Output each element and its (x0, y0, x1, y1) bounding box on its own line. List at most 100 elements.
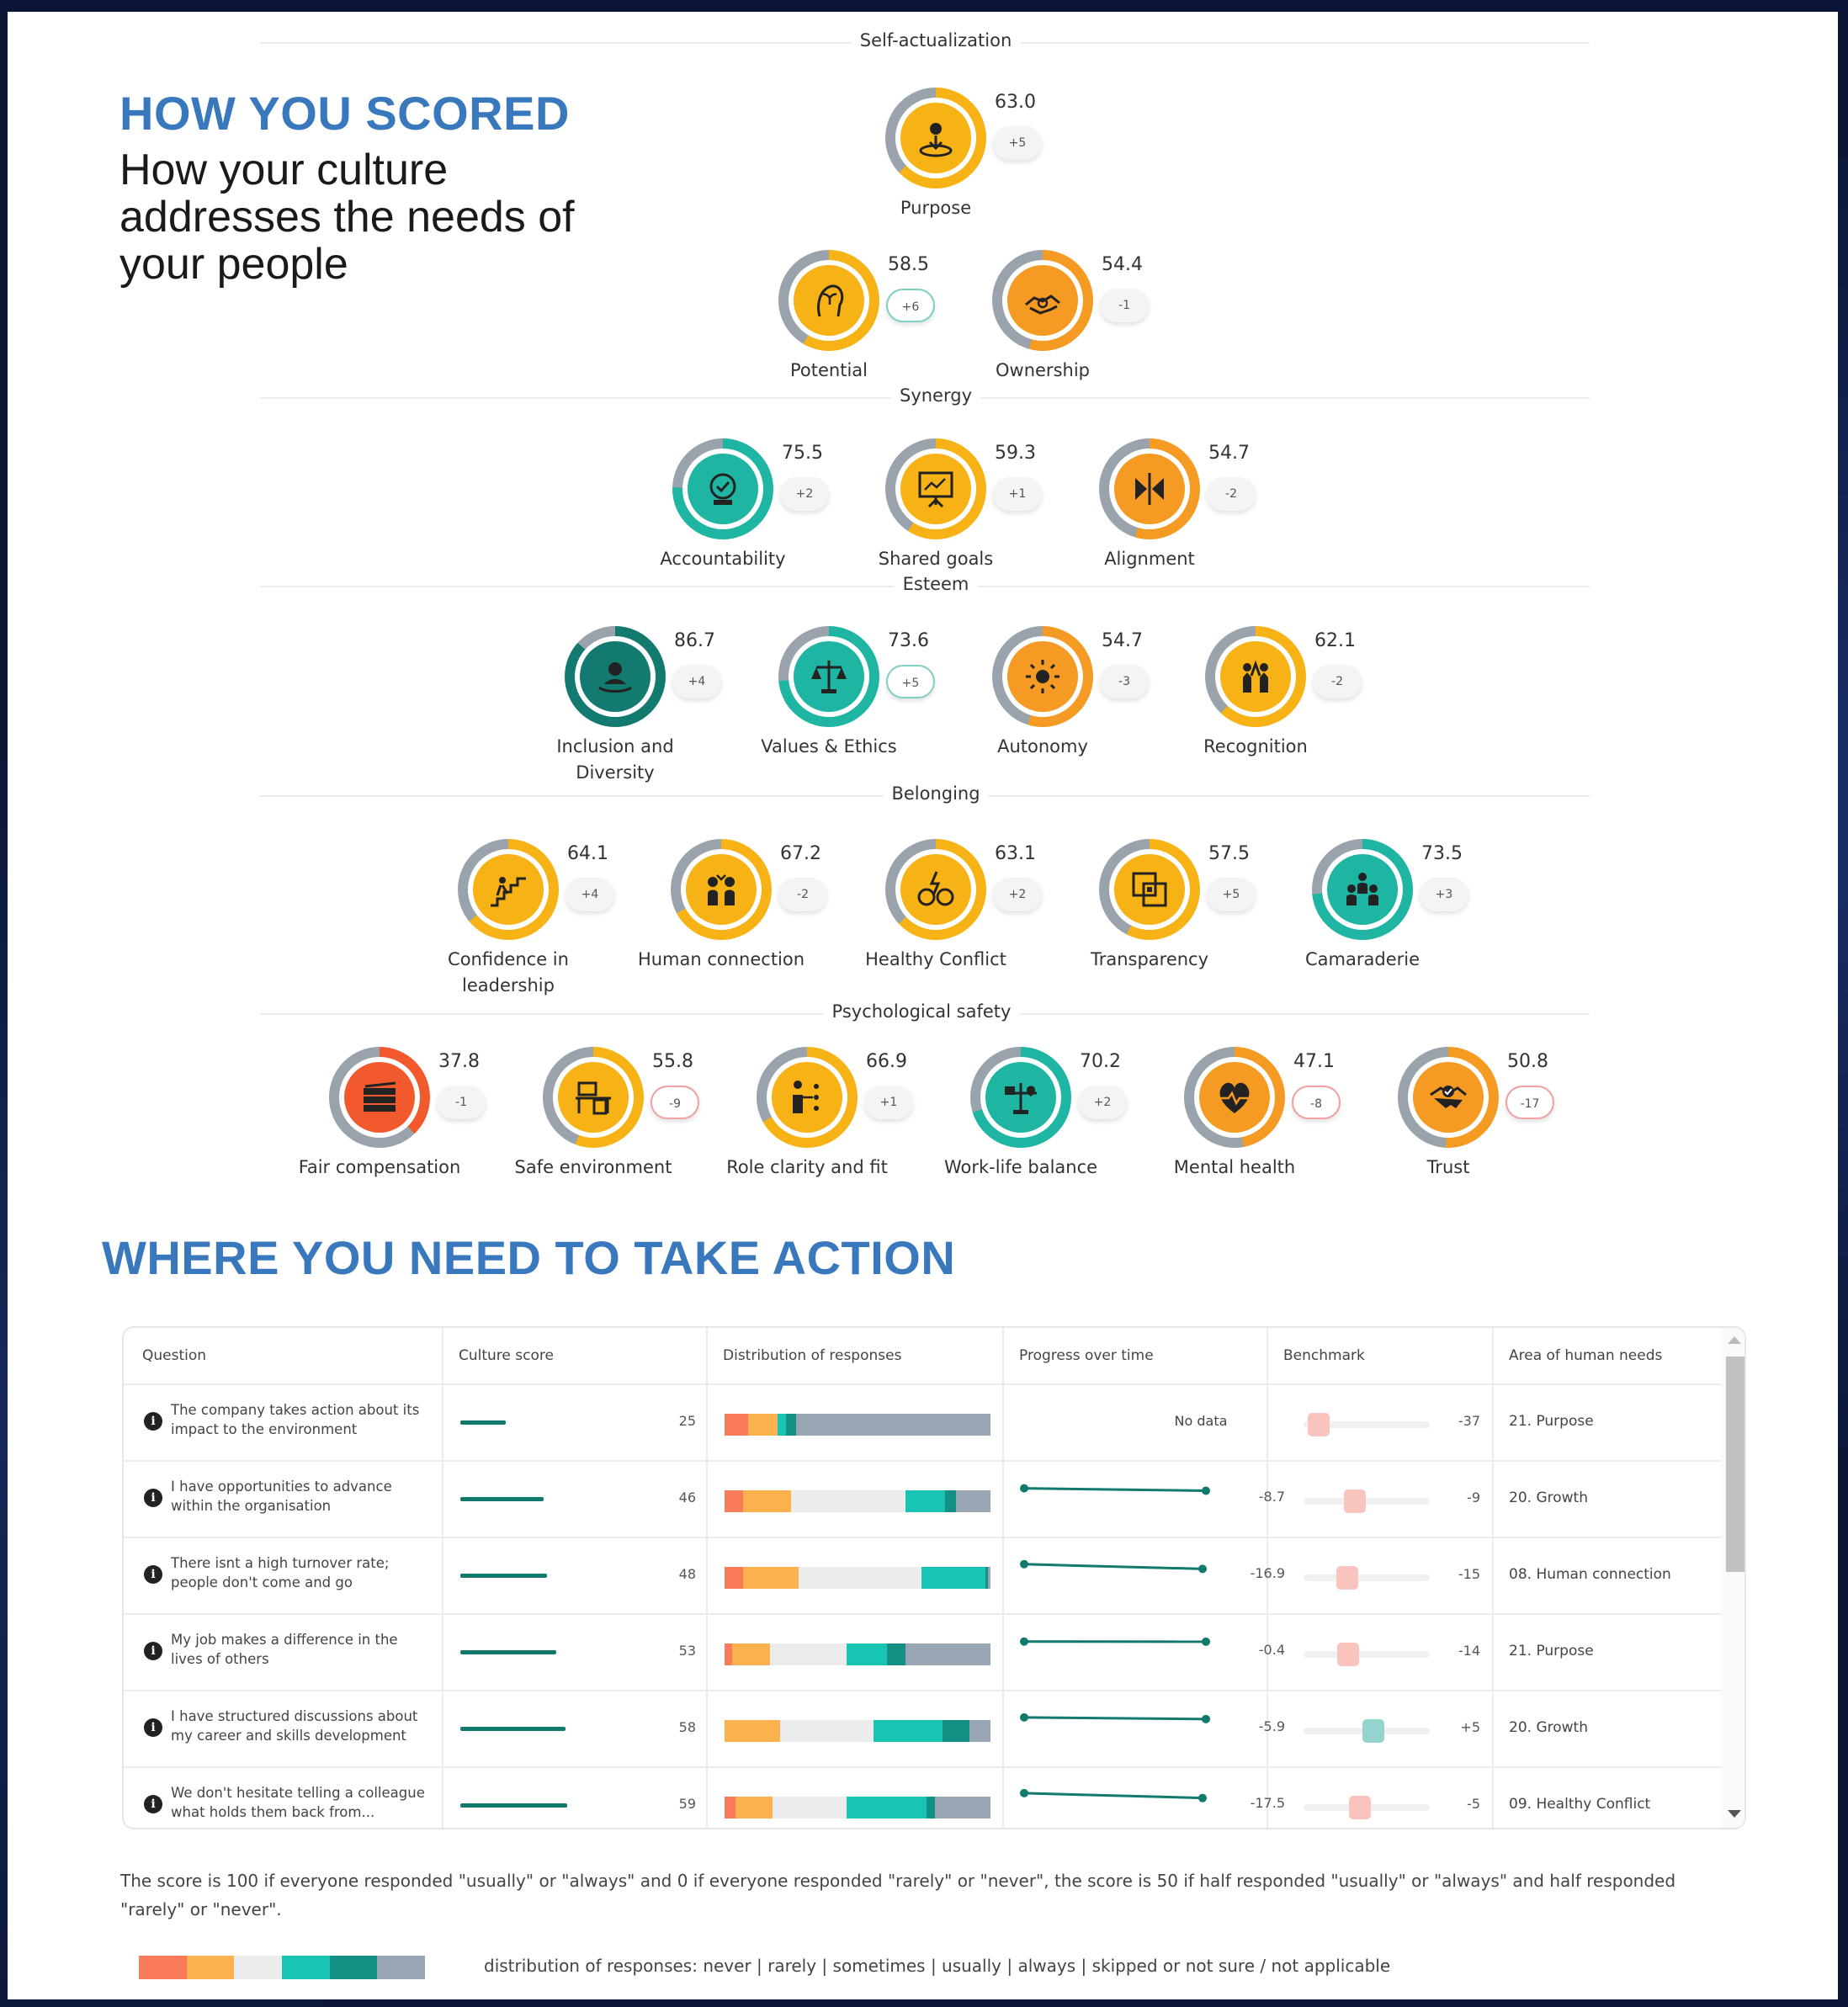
table-scrollbar[interactable] (1721, 1328, 1744, 1828)
distribution-segment (743, 1567, 799, 1589)
score-ring (1099, 438, 1200, 539)
info-icon[interactable]: i (144, 1718, 162, 1737)
info-icon[interactable]: i (144, 1412, 162, 1431)
benchmark-marker (1337, 1643, 1360, 1666)
row-divider (124, 1613, 1721, 1615)
question-text: My job makes a difference in the lives o… (171, 1632, 398, 1667)
score-ring (1398, 1047, 1499, 1148)
section-subtitle: How your culture addresses the needs of … (119, 146, 575, 289)
area-of-need: 21. Purpose (1509, 1413, 1594, 1430)
question-text: I have opportunities to advance within t… (171, 1479, 392, 1514)
score-ring (885, 88, 986, 188)
need-score: 62.1 (1314, 630, 1356, 651)
distribution-segment (847, 1643, 887, 1665)
info-icon[interactable]: i (144, 1565, 162, 1584)
table-row[interactable]: i I have structured discussions about my … (124, 1691, 1721, 1768)
area-of-need: 09. Healthy Conflict (1509, 1796, 1651, 1813)
safe-environment-icon (576, 1081, 611, 1115)
distribution-segment (905, 1643, 990, 1665)
ring-inner (767, 1057, 847, 1138)
culture-score-bar (460, 1574, 548, 1578)
column-header-question[interactable]: Question (142, 1347, 207, 1364)
distribution-segment (934, 1797, 990, 1819)
table-row[interactable]: i I have opportunities to advance within … (124, 1462, 1721, 1538)
score-ring (970, 1047, 1071, 1148)
distribution-segment (725, 1490, 744, 1512)
ring-inner (789, 260, 869, 341)
benchmark-marker (1336, 1566, 1358, 1590)
need-delta-badge: -8 (1292, 1086, 1341, 1119)
money-icon (364, 1081, 396, 1112)
conflict-icon (917, 871, 954, 906)
benchmark-marker (1349, 1796, 1372, 1819)
distribution-segment (732, 1643, 770, 1665)
need-delta-badge: +2 (780, 477, 829, 511)
need-label: Transparency (1090, 949, 1209, 969)
scroll-thumb[interactable] (1726, 1357, 1744, 1572)
ring-inner (1109, 849, 1190, 930)
score-ring (458, 839, 559, 940)
recognition-icon (1243, 660, 1268, 693)
need-disc (900, 103, 971, 173)
need-score: 67.2 (780, 843, 821, 864)
column-header-area[interactable]: Area of human needs (1509, 1347, 1663, 1364)
column-header-progress[interactable]: Progress over time (1019, 1347, 1154, 1364)
info-icon[interactable]: i (144, 1642, 162, 1660)
score-footnote: The score is 100 if everyone responded "… (120, 1871, 1676, 1919)
need-score: 54.4 (1102, 254, 1143, 275)
need-disc (900, 454, 971, 524)
need-score: 86.7 (674, 630, 715, 651)
distribution-bar (725, 1643, 990, 1665)
distribution-segment (725, 1567, 744, 1589)
need-label: Camaraderie (1305, 949, 1420, 969)
need-delta-badge: -17 (1505, 1086, 1554, 1119)
table-row[interactable]: i We don't hesitate telling a colleague w… (124, 1768, 1721, 1828)
question-text: There isnt a high turnover rate; people … (171, 1555, 390, 1590)
table-row[interactable]: i The company takes action about its impa… (124, 1385, 1721, 1462)
need-delta-badge: -2 (1207, 477, 1256, 511)
need-disc (1007, 641, 1078, 712)
progress-value: -0.4 (1258, 1642, 1285, 1658)
need-label: Autonomy (997, 736, 1088, 757)
need-label: Alignment (1104, 549, 1195, 569)
column-header-culture-score[interactable]: Culture score (459, 1347, 554, 1364)
need-label: Values & Ethics (761, 736, 897, 757)
distribution-segment (921, 1567, 985, 1589)
distribution-segment (847, 1797, 927, 1819)
potential-icon (817, 284, 844, 317)
need-score: 54.7 (1208, 443, 1250, 464)
row-divider (124, 1460, 1721, 1462)
legend-swatch (377, 1956, 426, 1979)
progress-value: -5.9 (1258, 1718, 1285, 1734)
scroll-down-arrow-icon[interactable] (1728, 1810, 1741, 1818)
distribution-segment (748, 1414, 778, 1436)
purpose-icon (919, 123, 953, 157)
legend-swatch (329, 1956, 378, 1979)
score-ring (778, 626, 879, 727)
distribution-segment (725, 1414, 749, 1436)
scroll-up-arrow-icon[interactable] (1728, 1336, 1741, 1344)
info-icon[interactable]: i (144, 1795, 162, 1813)
need-disc (1413, 1062, 1484, 1133)
progress-no-data: No data (1174, 1413, 1228, 1429)
table-row[interactable]: i My job makes a difference in the lives … (124, 1615, 1721, 1691)
need-disc (1327, 854, 1398, 925)
need-delta-badge: +4 (672, 665, 721, 698)
score-ring (1312, 839, 1413, 940)
culture-score-bar (460, 1497, 544, 1501)
need-delta-badge: -3 (1100, 665, 1149, 698)
need-score: 54.7 (1102, 630, 1143, 651)
column-header-distribution[interactable]: Distribution of responses (723, 1347, 902, 1364)
distribution-bar (725, 1490, 990, 1512)
table-row[interactable]: i There isnt a high turnover rate; people… (124, 1538, 1721, 1615)
ring-inner (1322, 849, 1403, 930)
progress-sparkline (1020, 1788, 1207, 1803)
need-disc (688, 454, 758, 524)
distribution-segment (725, 1797, 735, 1819)
need-disc (686, 854, 757, 925)
column-header-benchmark[interactable]: Benchmark (1283, 1347, 1365, 1364)
info-icon[interactable]: i (144, 1489, 162, 1507)
level-title-synergy: Synergy (890, 385, 981, 406)
distribution-segment (796, 1414, 990, 1436)
distribution-segment (945, 1490, 956, 1512)
